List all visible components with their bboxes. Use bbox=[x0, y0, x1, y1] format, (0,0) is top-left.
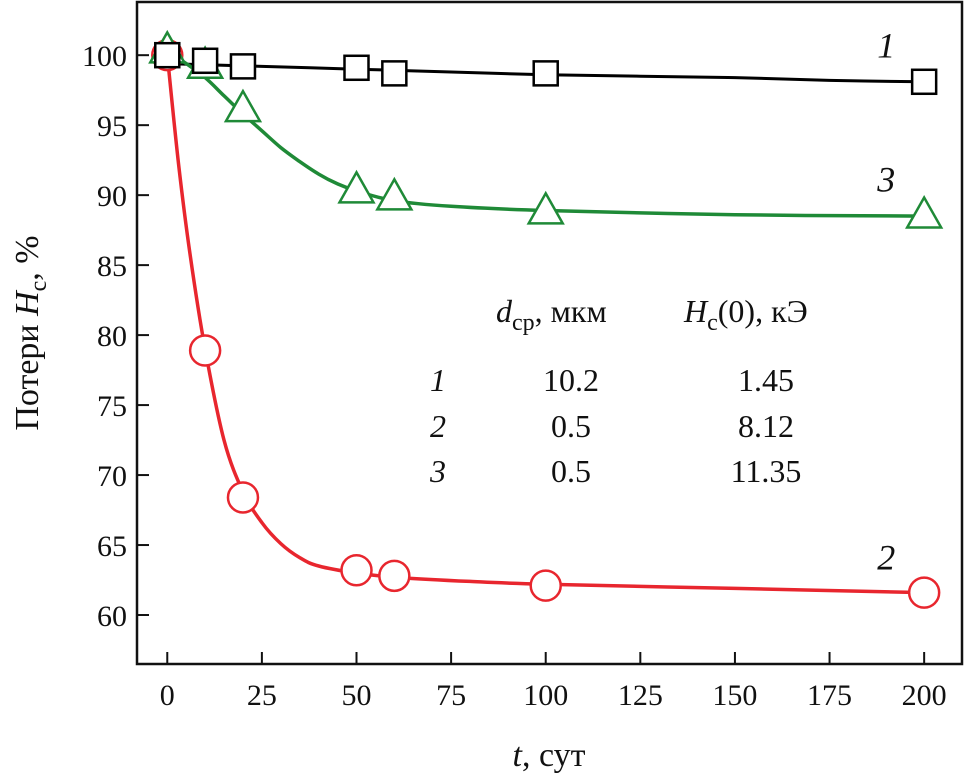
y-axis-suffix: , % bbox=[9, 235, 46, 280]
series-2-point bbox=[188, 334, 222, 367]
tick-labels: 0 25 50 75 100 125 150 175 200606570758085909510… bbox=[82, 40, 947, 712]
data-markers bbox=[148, 29, 944, 609]
legend-header-d-unit: , мкм bbox=[535, 293, 607, 329]
legend-header-h-sub: с bbox=[707, 310, 718, 336]
series-1-point bbox=[343, 54, 370, 82]
y-tick-label: 75 bbox=[97, 390, 127, 423]
y-tick-label: 85 bbox=[97, 250, 127, 283]
series-2-point bbox=[340, 553, 373, 587]
series-1-point bbox=[532, 60, 559, 87]
y-axis-var: H bbox=[9, 289, 46, 317]
x-tick-label: 0 bbox=[160, 679, 175, 712]
x-tick-label: 150 bbox=[712, 679, 757, 712]
x-axis-unit: , сут bbox=[522, 737, 586, 774]
series-1-point bbox=[910, 68, 938, 96]
legend-header-h-unit: (0), кЭ bbox=[718, 293, 808, 329]
x-axis-title: t, сут bbox=[513, 737, 586, 774]
legend-row-d: 10.2 bbox=[543, 362, 599, 398]
series-2-point bbox=[907, 576, 941, 609]
y-axis-prefix: Потери bbox=[9, 316, 46, 431]
series-label: 1 bbox=[877, 25, 895, 65]
legend-row-d: 0.5 bbox=[551, 408, 591, 444]
series-3-point bbox=[526, 190, 565, 225]
ticks bbox=[137, 54, 926, 664]
series-2-point bbox=[529, 569, 562, 602]
series-2-point bbox=[378, 559, 411, 593]
y-tick-label: 60 bbox=[97, 600, 127, 633]
series-2-fit-line bbox=[165, 53, 926, 595]
legend-row-d: 0.5 bbox=[551, 453, 591, 489]
x-tick-label: 50 bbox=[341, 679, 371, 712]
x-tick-label: 175 bbox=[807, 679, 852, 712]
x-tick-label: 125 bbox=[618, 679, 663, 712]
y-tick-label: 100 bbox=[82, 40, 127, 73]
plot-frame bbox=[135, 0, 964, 666]
legend-table: dср, мкм Hс(0), кЭ 1 10.2 1.45 2 0.5 8.1… bbox=[429, 293, 808, 489]
legend-row-hc: 11.35 bbox=[731, 453, 802, 489]
x-tick-label: 25 bbox=[247, 679, 277, 712]
x-tick-label: 75 bbox=[436, 679, 466, 712]
series-labels: 1 3 2 bbox=[876, 25, 895, 577]
y-tick-label: 70 bbox=[97, 460, 127, 493]
legend-row-id: 3 bbox=[429, 453, 446, 489]
y-tick-label: 65 bbox=[97, 530, 127, 563]
series-1-point bbox=[154, 41, 181, 69]
series-3-point bbox=[905, 194, 944, 229]
series-label: 2 bbox=[877, 538, 895, 578]
y-axis-title: Потери Hc, % bbox=[9, 235, 52, 430]
legend-header-d-sub: ср bbox=[512, 310, 535, 336]
series-1-point bbox=[229, 53, 257, 80]
x-tick-label: 100 bbox=[523, 679, 568, 712]
series-1-point bbox=[381, 60, 408, 87]
series-3-point bbox=[223, 88, 263, 123]
series-3-point bbox=[375, 176, 414, 211]
legend-header-h: Hс(0), кЭ bbox=[683, 293, 808, 336]
y-axis-sub: c bbox=[26, 281, 52, 292]
series-3-point bbox=[337, 169, 376, 204]
series-3-fit-line bbox=[165, 49, 926, 218]
x-tick-label: 200 bbox=[902, 679, 947, 712]
series-label: 3 bbox=[876, 160, 895, 200]
y-tick-label: 95 bbox=[97, 110, 127, 143]
legend-row-hc: 1.45 bbox=[738, 362, 794, 398]
x-axis-var: t bbox=[513, 737, 524, 774]
legend-header-d: dср, мкм bbox=[496, 293, 607, 336]
y-tick-label: 90 bbox=[97, 180, 127, 213]
legend-row-hc: 8.12 bbox=[738, 408, 794, 444]
legend-row-id: 1 bbox=[430, 362, 446, 398]
series-1-point bbox=[191, 47, 219, 75]
legend-row-id: 2 bbox=[430, 408, 446, 444]
y-tick-label: 80 bbox=[97, 320, 127, 353]
legend-header-d-var: d bbox=[496, 293, 513, 329]
series-2-point bbox=[226, 481, 260, 514]
legend-header-h-var: H bbox=[683, 293, 709, 329]
